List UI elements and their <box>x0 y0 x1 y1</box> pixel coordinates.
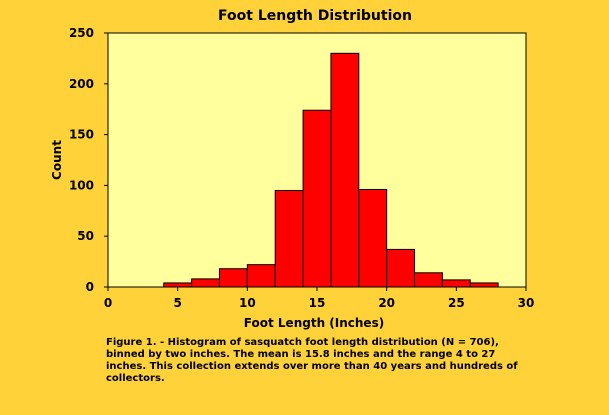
histogram-bar-11 <box>469 282 499 288</box>
x-tick-label-20: 20 <box>378 296 395 310</box>
histogram-bar-0 <box>163 282 193 288</box>
histogram-bar-6 <box>330 52 360 288</box>
histogram-bar-4 <box>274 189 304 288</box>
y-tick-label-250: 250 <box>69 26 94 40</box>
x-axis-label: Foot Length (Inches) <box>244 316 384 330</box>
y-tick-label-200: 200 <box>69 77 94 91</box>
bars-group <box>163 52 499 288</box>
y-tick-label-100: 100 <box>69 178 94 192</box>
histogram-bar-10 <box>441 279 471 288</box>
histogram-bar-3 <box>246 264 276 288</box>
chart-title: Foot Length Distribution <box>218 8 412 24</box>
figure-caption: Figure 1. - Histogram of sasquatch foot … <box>106 337 518 384</box>
histogram-bar-1 <box>191 278 220 288</box>
x-tick-label-30: 30 <box>518 296 535 310</box>
y-tick-label-150: 150 <box>69 128 94 142</box>
histogram-bar-8 <box>386 248 416 288</box>
y-tick-label-50: 50 <box>77 229 94 243</box>
x-tick-label-5: 5 <box>173 296 181 310</box>
axes-group: 0 5 10 15 20 25 30 0 50 100 150 200 250 <box>69 26 534 310</box>
histogram-bar-2 <box>218 268 248 288</box>
y-axis-label: Count <box>50 140 64 180</box>
histogram-bar-9 <box>414 272 443 288</box>
histogram-bar-5 <box>302 109 332 288</box>
x-tick-label-0: 0 <box>104 296 112 310</box>
x-tick-label-25: 25 <box>448 296 465 310</box>
y-tick-label-0: 0 <box>86 280 94 294</box>
x-tick-label-15: 15 <box>309 296 326 310</box>
histogram-bar-7 <box>358 188 388 288</box>
x-tick-label-10: 10 <box>239 296 256 310</box>
